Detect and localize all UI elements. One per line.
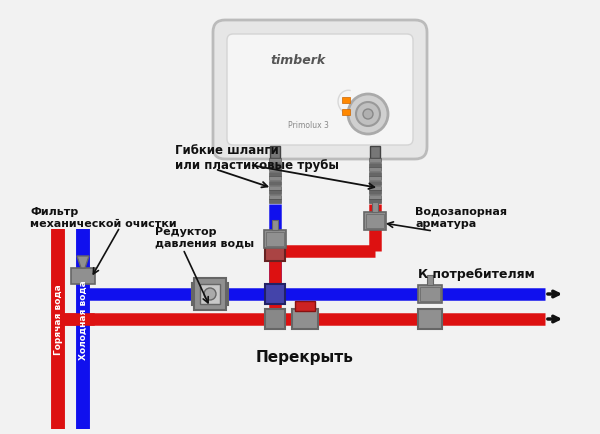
Bar xyxy=(369,163,381,167)
Bar xyxy=(364,213,386,230)
Bar xyxy=(71,268,95,284)
Bar xyxy=(269,181,281,185)
Bar xyxy=(200,284,220,304)
Bar xyxy=(192,283,228,305)
Circle shape xyxy=(348,95,388,135)
Bar xyxy=(369,200,381,204)
Bar xyxy=(292,309,318,329)
Circle shape xyxy=(204,288,216,300)
Text: Primolux 3: Primolux 3 xyxy=(287,120,328,129)
Text: Перекрыть: Перекрыть xyxy=(256,350,354,365)
Bar xyxy=(269,172,281,176)
Text: Гибкие шланги
или пластиковые трубы: Гибкие шланги или пластиковые трубы xyxy=(175,144,339,171)
Bar xyxy=(342,98,350,104)
Bar xyxy=(269,168,281,172)
Bar xyxy=(418,285,442,303)
Text: timberk: timberk xyxy=(271,54,326,67)
Text: Редуктор
давления воды: Редуктор давления воды xyxy=(155,227,254,248)
Bar xyxy=(295,301,315,311)
Bar xyxy=(418,309,442,329)
Bar xyxy=(269,159,281,163)
Circle shape xyxy=(363,110,373,120)
Bar xyxy=(369,172,381,176)
Bar xyxy=(266,233,284,247)
Bar xyxy=(269,191,281,195)
Bar xyxy=(369,186,381,190)
Bar xyxy=(369,195,381,199)
Bar xyxy=(269,200,281,204)
Bar xyxy=(270,147,280,159)
Bar xyxy=(272,220,278,230)
Bar xyxy=(194,278,226,310)
Bar xyxy=(265,309,285,329)
Bar xyxy=(369,159,381,163)
Bar xyxy=(369,168,381,172)
Text: Холодная вода: Холодная вода xyxy=(79,279,88,359)
Text: К потребителям: К потребителям xyxy=(418,268,535,281)
Circle shape xyxy=(203,287,217,301)
Bar xyxy=(366,214,384,228)
Bar xyxy=(269,186,281,190)
Text: Водозапорная
арматура: Водозапорная арматура xyxy=(415,207,507,228)
Bar xyxy=(370,147,380,159)
Bar xyxy=(342,110,350,116)
Bar xyxy=(372,203,378,213)
Bar xyxy=(264,230,286,248)
Circle shape xyxy=(356,103,380,127)
Text: Горячая вода: Горячая вода xyxy=(53,284,62,355)
Bar xyxy=(420,287,440,301)
FancyBboxPatch shape xyxy=(227,35,413,146)
Bar xyxy=(369,177,381,181)
Bar xyxy=(265,241,285,261)
Bar xyxy=(269,163,281,167)
Bar xyxy=(427,275,433,285)
Polygon shape xyxy=(77,256,89,268)
Text: Фильтр
механической очистки: Фильтр механической очистки xyxy=(30,207,176,228)
FancyBboxPatch shape xyxy=(213,21,427,160)
Bar xyxy=(369,181,381,185)
Bar xyxy=(269,177,281,181)
Bar xyxy=(269,195,281,199)
Bar xyxy=(369,191,381,195)
Bar xyxy=(265,284,285,304)
